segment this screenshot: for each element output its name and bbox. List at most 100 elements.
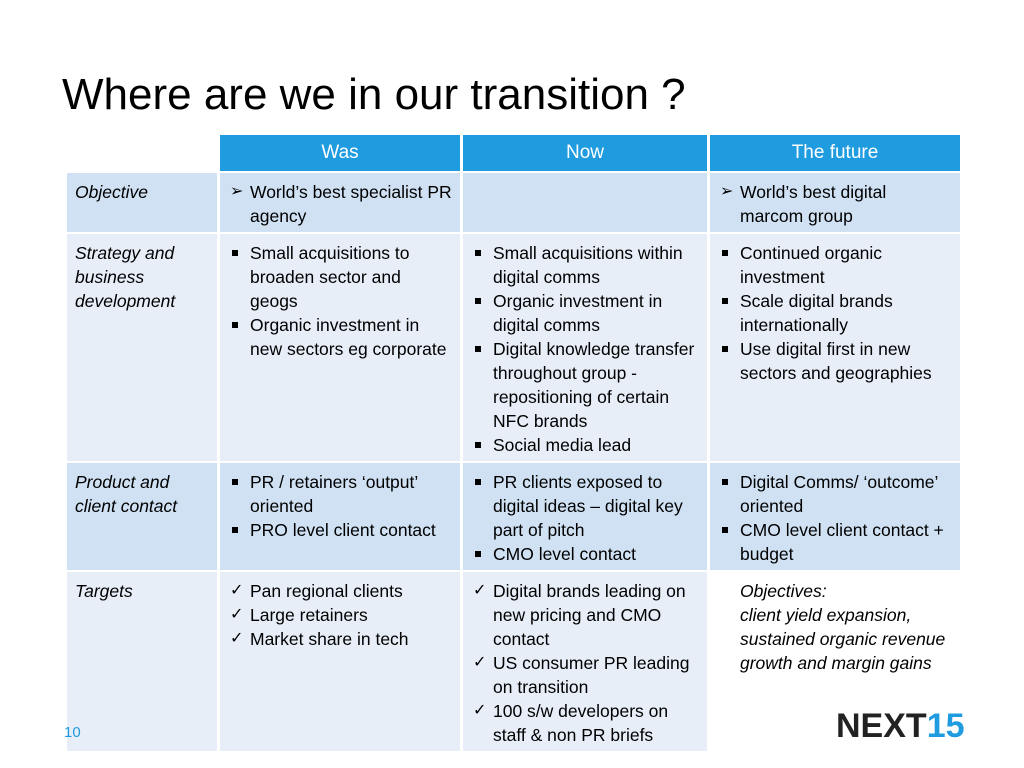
cell-future: ➢ World’s best digital marcom group [710, 173, 960, 232]
table-row: Objective ➢ World’s best specialist PR age… [67, 173, 960, 232]
item-text: Small acquisitions to broaden sector and… [250, 243, 410, 311]
list-item: PR / retainers ‘output’ oriented [228, 470, 452, 518]
list-item: Digital knowledge transfer throughout gr… [471, 337, 699, 433]
square-bullet-icon [475, 250, 481, 256]
list-item: Use digital first in new sectors and geo… [718, 337, 952, 385]
item-text: US consumer PR leading on transition [493, 653, 690, 697]
square-bullet-icon [722, 527, 728, 533]
check-bullet-icon: ✓ [473, 582, 487, 599]
square-bullet-icon [232, 479, 238, 485]
square-bullet-icon [722, 479, 728, 485]
header-blank [67, 135, 217, 171]
square-bullet-icon [232, 250, 238, 256]
check-bullet-icon: ✓ [230, 630, 244, 647]
list-item: ✓ Digital brands leading on new pricing a… [471, 579, 699, 651]
list-item: ✓ Market share in tech [228, 627, 452, 651]
check-bullet-icon: ✓ [230, 606, 244, 623]
square-bullet-icon [475, 298, 481, 304]
square-bullet-icon [232, 322, 238, 328]
header-was: Was [220, 135, 460, 171]
square-bullet-icon [722, 298, 728, 304]
row-label: Strategy and business development [67, 234, 217, 461]
square-bullet-icon [722, 250, 728, 256]
list-item: CMO level client contact + budget [718, 518, 952, 566]
item-text: Digital Comms/ ‘outcome’ oriented [740, 472, 938, 516]
cell-future: Continued organic investment Scale digita… [710, 234, 960, 461]
table-row: Targets ✓ Pan regional clients ✓ Large retai… [67, 572, 960, 751]
item-text: Market share in tech [250, 629, 409, 649]
row-label: Objective [67, 173, 217, 232]
item-text: Large retainers [250, 605, 368, 625]
item-text: Organic investment in digital comms [493, 291, 663, 335]
item-list: PR / retainers ‘output’ oriented PRO leve… [228, 470, 452, 542]
list-item: Organic investment in new sectors eg cor… [228, 313, 452, 361]
table-row: Product and client contact PR / retainers… [67, 463, 960, 570]
arrow-bullet-icon: ➢ [720, 183, 734, 200]
list-item: Digital Comms/ ‘outcome’ oriented [718, 470, 952, 518]
list-item: ✓ Large retainers [228, 603, 452, 627]
list-item: ➢ World’s best digital marcom group [718, 180, 952, 228]
cell-future: Objectives: client yield expansion, susta… [710, 572, 960, 751]
item-list: Small acquisitions to broaden sector and… [228, 241, 452, 361]
item-text: PRO level client contact [250, 520, 436, 540]
list-item: Scale digital brands internationally [718, 289, 952, 337]
list-item: ✓ 100 s/w developers on staff & non PR br… [471, 699, 699, 747]
square-bullet-icon [475, 346, 481, 352]
list-item: Organic investment in digital comms [471, 289, 699, 337]
list-item: PRO level client contact [228, 518, 452, 542]
item-text: Pan regional clients [250, 581, 403, 601]
square-bullet-icon [475, 479, 481, 485]
item-list: Small acquisitions within digital comms O… [471, 241, 699, 457]
cell-was: PR / retainers ‘output’ oriented PRO leve… [220, 463, 460, 570]
list-item: Social media lead [471, 433, 699, 457]
list-item: ✓ US consumer PR leading on transition [471, 651, 699, 699]
table-row: Strategy and business development Small a… [67, 234, 960, 461]
square-bullet-icon [722, 346, 728, 352]
item-text: Use digital first in new sectors and geo… [740, 339, 932, 383]
square-bullet-icon [475, 551, 481, 557]
item-list: ✓ Digital brands leading on new pricing a… [471, 579, 699, 747]
item-text: 100 s/w developers on staff & non PR bri… [493, 701, 669, 745]
cell-was: ✓ Pan regional clients ✓ Large retainers ✓ Ma… [220, 572, 460, 751]
item-text: Continued organic investment [740, 243, 883, 287]
list-item: ✓ Pan regional clients [228, 579, 452, 603]
item-list: ✓ Pan regional clients ✓ Large retainers ✓ Ma… [228, 579, 452, 651]
header-future: The future [710, 135, 960, 171]
row-label: Targets [67, 572, 217, 751]
cell-now: Small acquisitions within digital comms O… [463, 234, 707, 461]
check-bullet-icon: ✓ [473, 702, 487, 719]
next15-logo: NEXT 15 [836, 706, 965, 745]
cell-now: ✓ Digital brands leading on new pricing a… [463, 572, 707, 751]
note-line: client yield expansion, sustained organi… [740, 605, 946, 673]
item-list: Digital Comms/ ‘outcome’ oriented CMO lev… [718, 470, 952, 566]
note-line: Objectives: [740, 581, 827, 601]
list-item: CMO level contact [471, 542, 699, 566]
cell-now: PR clients exposed to digital ideas – di… [463, 463, 707, 570]
item-text: Social media lead [493, 435, 632, 455]
logo-number: 15 [926, 706, 965, 745]
item-list: ➢ World’s best digital marcom group [718, 180, 952, 228]
square-bullet-icon [475, 442, 481, 448]
item-list: ➢ World’s best specialist PR agency [228, 180, 452, 228]
list-item: PR clients exposed to digital ideas – di… [471, 470, 699, 542]
item-text: PR clients exposed to digital ideas – di… [493, 472, 683, 540]
row-label: Product and client contact [67, 463, 217, 570]
list-item: Small acquisitions to broaden sector and… [228, 241, 452, 313]
logo-word: NEXT [836, 706, 927, 745]
item-text: PR / retainers ‘output’ oriented [250, 472, 418, 516]
list-item: Small acquisitions within digital comms [471, 241, 699, 289]
header-now: Now [463, 135, 707, 171]
header-row: Was Now The future [67, 135, 960, 171]
item-text: CMO level client contact + budget [740, 520, 944, 564]
item-list: PR clients exposed to digital ideas – di… [471, 470, 699, 566]
list-item: ➢ World’s best specialist PR agency [228, 180, 452, 228]
cell-now [463, 173, 707, 232]
check-bullet-icon: ✓ [230, 582, 244, 599]
check-bullet-icon: ✓ [473, 654, 487, 671]
item-text: Digital brands leading on new pricing an… [493, 581, 686, 649]
square-bullet-icon [232, 527, 238, 533]
transition-table: Was Now The future Objective ➢ World’s bes… [64, 133, 963, 753]
item-text: World’s best digital marcom group [740, 182, 887, 226]
page-title: Where are we in our transition ? [62, 70, 686, 119]
item-text: World’s best specialist PR agency [250, 182, 452, 226]
